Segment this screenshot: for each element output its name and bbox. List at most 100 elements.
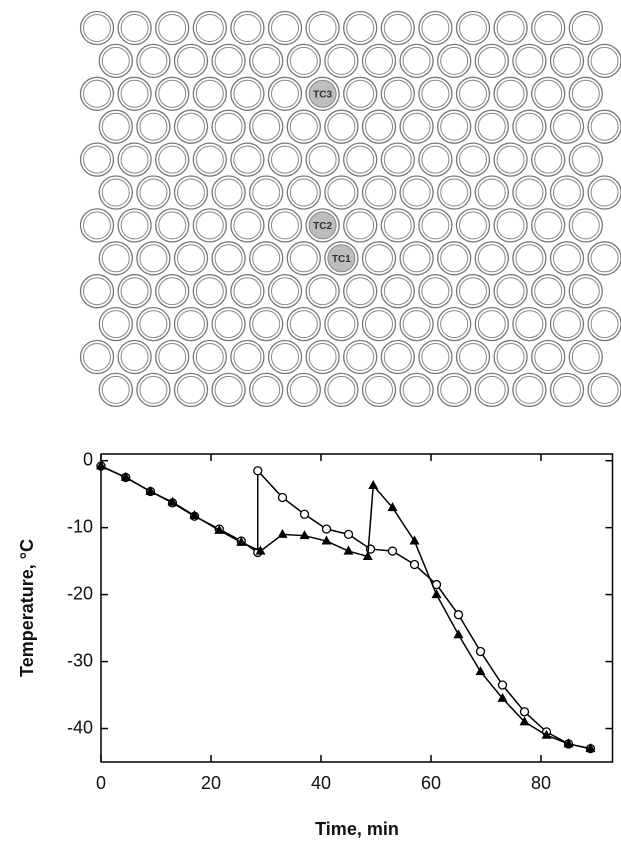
particle-inner bbox=[195, 14, 224, 42]
particle bbox=[568, 208, 603, 243]
particle bbox=[136, 372, 171, 408]
particle-inner bbox=[308, 145, 337, 174]
particle-inner bbox=[233, 14, 262, 42]
particle bbox=[79, 142, 115, 177]
particle-inner bbox=[177, 178, 205, 207]
particle bbox=[437, 306, 472, 342]
particle bbox=[361, 241, 397, 276]
particle-inner bbox=[195, 343, 224, 371]
particle bbox=[399, 175, 434, 210]
particle bbox=[361, 306, 397, 342]
particle-inner bbox=[402, 112, 431, 141]
particle bbox=[173, 241, 209, 276]
particle bbox=[493, 10, 528, 46]
particle-inner bbox=[252, 178, 281, 207]
particle-inner bbox=[177, 375, 205, 404]
particle-inner bbox=[177, 244, 205, 273]
particle-inner bbox=[365, 244, 393, 273]
particle-inner bbox=[515, 112, 544, 141]
particle-inner bbox=[214, 46, 243, 75]
particle-inner bbox=[515, 244, 544, 273]
particle bbox=[98, 109, 133, 144]
data-point bbox=[387, 546, 398, 556]
particle-inner bbox=[214, 310, 243, 339]
particle bbox=[343, 274, 378, 309]
particle bbox=[249, 306, 284, 342]
particle bbox=[587, 372, 621, 408]
particle bbox=[418, 76, 453, 111]
particle bbox=[343, 142, 378, 177]
particle bbox=[455, 142, 491, 177]
particle bbox=[192, 208, 227, 243]
particle-inner bbox=[421, 14, 450, 42]
particle-inner bbox=[195, 79, 224, 108]
particle-inner bbox=[308, 79, 337, 108]
particle bbox=[117, 208, 152, 243]
particle bbox=[437, 109, 472, 144]
particle-inner bbox=[271, 277, 299, 306]
particle bbox=[568, 76, 603, 111]
particle-inner bbox=[383, 14, 412, 42]
data-point bbox=[321, 535, 332, 545]
particle bbox=[136, 241, 171, 276]
particle bbox=[587, 43, 621, 79]
particle-inner bbox=[571, 14, 600, 42]
particle bbox=[568, 10, 603, 46]
particle-inner bbox=[459, 14, 487, 42]
plot-frame bbox=[100, 453, 614, 763]
data-point bbox=[255, 545, 266, 555]
particle-inner bbox=[365, 310, 393, 339]
particle bbox=[418, 339, 453, 375]
particle bbox=[98, 372, 133, 408]
particle bbox=[343, 76, 378, 111]
data-point bbox=[475, 646, 486, 657]
particle-inner bbox=[365, 375, 393, 404]
particle-inner bbox=[120, 343, 149, 371]
particle-inner bbox=[252, 112, 281, 141]
particle-inner bbox=[496, 211, 525, 240]
particle-inner bbox=[139, 310, 168, 339]
particle bbox=[455, 339, 491, 375]
particle bbox=[324, 241, 359, 276]
particle-inner bbox=[177, 46, 205, 75]
data-point bbox=[96, 460, 106, 470]
particle bbox=[136, 306, 171, 342]
particle bbox=[380, 274, 415, 309]
particle-inner bbox=[308, 277, 337, 306]
particle-inner bbox=[477, 310, 506, 339]
particle bbox=[531, 10, 566, 46]
particle-inner bbox=[440, 310, 469, 339]
particle bbox=[380, 10, 415, 46]
particle-inner bbox=[101, 244, 130, 273]
particle-inner bbox=[515, 178, 544, 207]
particle bbox=[305, 339, 340, 375]
particle-inner bbox=[195, 211, 224, 240]
data-point bbox=[214, 524, 225, 534]
particle bbox=[493, 76, 528, 111]
particle-inner bbox=[402, 46, 431, 75]
particle-inner bbox=[101, 310, 130, 339]
particle bbox=[267, 339, 303, 375]
series-line bbox=[100, 465, 591, 750]
particle-inner bbox=[289, 178, 318, 207]
y-tick-label: -20 bbox=[67, 583, 93, 603]
particle-inner bbox=[496, 14, 525, 42]
particle-inner bbox=[534, 145, 563, 174]
data-point bbox=[563, 738, 574, 748]
particle bbox=[474, 175, 509, 210]
particle bbox=[493, 142, 528, 177]
particle-inner bbox=[83, 277, 111, 306]
particle-inner bbox=[101, 178, 130, 207]
particle-inner bbox=[440, 375, 469, 404]
x-tick-label: 0 bbox=[96, 773, 106, 793]
particle bbox=[211, 43, 246, 79]
particle bbox=[493, 339, 528, 375]
particle-inner bbox=[553, 112, 581, 141]
particle bbox=[380, 76, 415, 111]
data-point bbox=[387, 502, 398, 512]
particle-inner bbox=[327, 375, 356, 404]
particle-inner bbox=[346, 211, 375, 240]
particle-inner bbox=[553, 178, 581, 207]
